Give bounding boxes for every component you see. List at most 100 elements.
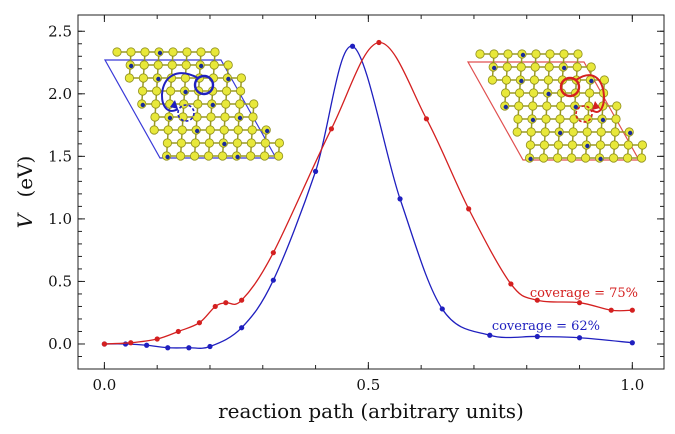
data-point [212, 303, 218, 310]
data-point [423, 116, 430, 122]
adatom [165, 154, 170, 160]
data-point [349, 43, 356, 49]
plot-frame [77, 14, 665, 370]
carbon-atom [235, 99, 245, 109]
inset-left-structure [103, 47, 284, 161]
series-layer [101, 39, 635, 351]
carbon-atom [138, 86, 148, 96]
carbon-atom [176, 138, 186, 148]
data-point [270, 277, 276, 283]
inset-structures [103, 47, 648, 163]
end-site-ring [575, 105, 593, 123]
arrow-head [592, 101, 600, 110]
data-point [576, 300, 583, 306]
carbon-atom [568, 127, 578, 137]
carbon-atom [489, 49, 499, 59]
series-annotation-62: coverage = 62% [492, 319, 600, 334]
data-point [608, 307, 614, 313]
carbon-atom [584, 88, 595, 98]
adatom [156, 76, 161, 82]
data-point [534, 297, 540, 303]
carbon-atom [236, 73, 246, 83]
carbon-atom [622, 153, 633, 163]
adatom [628, 130, 633, 136]
adatom [598, 156, 603, 162]
carbon-atom [544, 62, 554, 72]
carbon-atom [540, 127, 550, 137]
carbon-atom [222, 86, 232, 96]
adatom [503, 104, 508, 110]
data-point [128, 340, 134, 346]
carbon-atom [140, 47, 150, 57]
adatom [199, 63, 204, 69]
carbon-atom [193, 99, 203, 109]
carbon-atom [637, 140, 648, 150]
carbon-atom [516, 62, 526, 72]
carbon-atom [124, 73, 134, 83]
carbon-atom [580, 153, 591, 163]
carbon-atom [139, 60, 149, 70]
adatom [546, 91, 551, 97]
adatom [210, 102, 215, 108]
data-point [466, 206, 472, 212]
inset-right-structure [466, 49, 648, 163]
carbon-atom [595, 140, 606, 150]
carbon-atom [151, 99, 161, 109]
x-tick-label: 0.0 [92, 376, 116, 394]
carbon-atom [512, 127, 522, 137]
adatom [129, 63, 134, 69]
data-point [312, 168, 319, 174]
adatom [600, 117, 606, 123]
carbon-atom [572, 62, 582, 72]
carbon-atom [610, 127, 620, 137]
carbon-atom [152, 86, 162, 96]
carbon-atom [249, 99, 259, 109]
axis-tick-labels: 0.0 0.5 1.0 0.0 0.5 1.0 1.5 2.0 2.5 [48, 22, 644, 394]
data-point [376, 39, 382, 46]
carbon-atom [611, 114, 621, 124]
carbon-atom [531, 49, 541, 59]
carbon-atom [177, 125, 187, 135]
data-point [487, 332, 493, 338]
carbon-atom [543, 75, 554, 85]
carbon-atom [196, 47, 206, 57]
data-point [101, 341, 107, 347]
series-annotation-75: coverage = 75% [530, 286, 638, 301]
y-tick-label: 2.0 [48, 85, 72, 103]
carbon-atom [608, 153, 619, 163]
carbon-atom [190, 151, 200, 161]
data-point [186, 345, 192, 351]
carbon-atom [599, 75, 610, 85]
carbon-atom [530, 62, 540, 72]
adatom [558, 130, 563, 136]
carbon-atom [221, 99, 231, 109]
adatom [235, 154, 240, 160]
carbon-atom [163, 125, 173, 135]
x-tick-label: 1.0 [620, 376, 644, 394]
axis-ticks [78, 15, 664, 369]
carbon-atom [552, 153, 563, 163]
carbon-atom [501, 75, 511, 85]
carbon-atom [553, 140, 564, 150]
carbon-atom [220, 112, 230, 122]
carbon-atom [218, 151, 228, 161]
carbon-atom [181, 60, 191, 70]
carbon-atom [150, 112, 160, 122]
data-point [328, 126, 335, 132]
carbon-atom [566, 153, 577, 163]
carbon-atom [567, 140, 578, 150]
x-tick-label: 0.5 [356, 376, 380, 394]
data-point [397, 196, 403, 202]
adatom [265, 128, 270, 134]
carbon-atom [206, 112, 216, 122]
adatom [528, 156, 533, 162]
adatom [520, 52, 526, 58]
data-point [144, 342, 150, 348]
carbon-atom [273, 151, 284, 161]
carbon-atom [559, 49, 569, 59]
carbon-atom [223, 60, 233, 70]
data-point [175, 328, 181, 335]
adatom [589, 78, 594, 84]
adatom [222, 141, 227, 147]
